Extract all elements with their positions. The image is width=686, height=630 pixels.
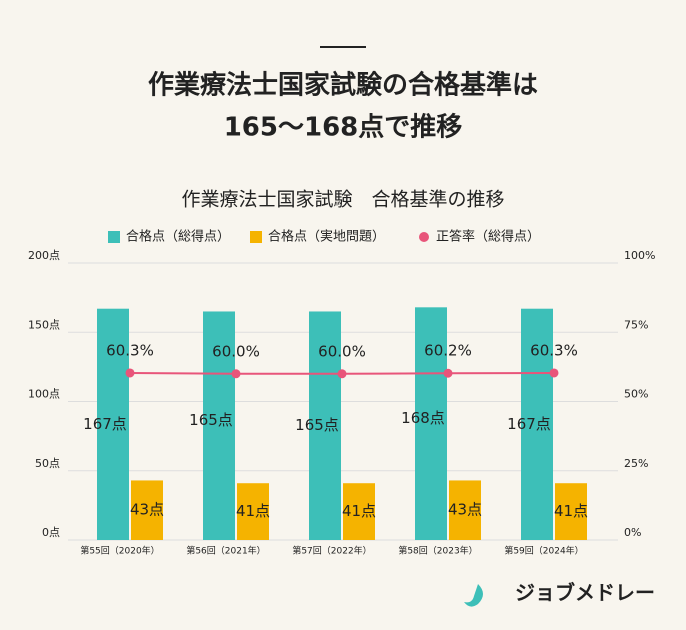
y2-tick-label: 0%: [624, 526, 641, 539]
data-label: 60.2%: [424, 342, 472, 360]
y-tick-label: 200点: [28, 249, 60, 262]
legend-label: 合格点（総得点）: [126, 229, 230, 245]
y2-tick-label: 100%: [624, 249, 655, 262]
legend-swatch: [108, 231, 120, 243]
data-label: 41点: [236, 502, 270, 520]
bar: [131, 480, 163, 540]
bar: [521, 308, 553, 540]
line-point: [549, 368, 559, 378]
data-label: 167点: [507, 415, 551, 433]
data-label: 168点: [401, 409, 445, 427]
x-tick-label: 第55回（2020年）: [80, 545, 159, 557]
data-label: 41点: [554, 502, 588, 520]
line-point: [125, 368, 135, 378]
data-label: 60.3%: [530, 341, 578, 359]
data-label: 60.0%: [318, 342, 366, 360]
y2-tick-label: 25%: [624, 457, 648, 470]
bar: [555, 483, 587, 540]
headline: 作業療法士国家試験の合格基準は: [148, 70, 538, 101]
y2-tick-label: 50%: [624, 388, 648, 401]
brand-icon: [464, 584, 483, 607]
y-tick-label: 0点: [42, 526, 60, 539]
legend-label: 正答率（総得点）: [436, 229, 540, 245]
y-tick-label: 50点: [35, 457, 60, 470]
legend-label: 合格点（実地問題）: [268, 229, 385, 245]
data-label: 43点: [130, 501, 164, 519]
brand-name: ジョブメドレー: [515, 581, 655, 605]
brand-logo: ジョブメドレー: [464, 581, 655, 607]
y-tick-label: 100点: [28, 388, 60, 401]
headline: 165～168点で推移: [224, 112, 463, 143]
bar: [309, 311, 341, 540]
data-label: 43点: [448, 501, 482, 519]
data-label: 165点: [189, 411, 233, 429]
data-label: 167点: [83, 415, 127, 433]
data-label: 60.0%: [212, 342, 260, 360]
bar: [415, 307, 447, 540]
x-tick-label: 第57回（2022年）: [292, 545, 371, 557]
legend-swatch: [250, 231, 262, 243]
legend-swatch: [419, 232, 429, 242]
bar: [97, 308, 129, 540]
y2-tick-label: 75%: [624, 318, 648, 331]
y-tick-label: 150点: [28, 318, 60, 331]
line-point: [231, 369, 241, 379]
bar: [237, 483, 269, 540]
bar: [449, 480, 481, 540]
bar: [343, 483, 375, 540]
data-label: 165点: [295, 416, 339, 434]
chart-title: 作業療法士国家試験 合格基準の推移: [181, 189, 504, 211]
data-label: 60.3%: [106, 341, 154, 359]
x-tick-label: 第56回（2021年）: [186, 545, 265, 557]
x-tick-label: 第59回（2024年）: [504, 545, 583, 557]
line-point: [443, 368, 453, 378]
line-point: [337, 369, 347, 379]
data-label: 41点: [342, 502, 376, 520]
bar: [203, 311, 235, 540]
x-tick-label: 第58回（2023年）: [398, 545, 477, 557]
